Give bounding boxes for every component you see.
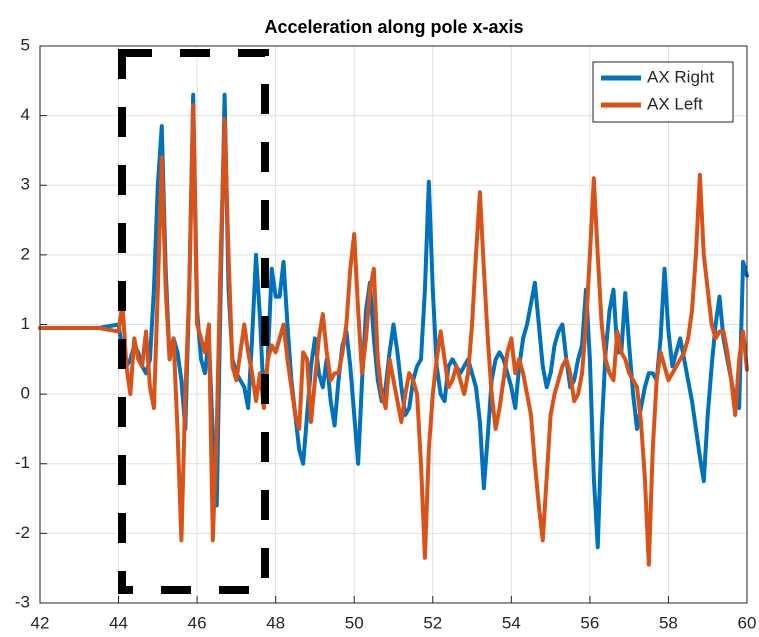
chart-title: Acceleration along pole x-axis (264, 17, 523, 37)
legend: AX Right AX Left (592, 61, 734, 123)
legend-label: AX Right (647, 67, 714, 86)
legend-box (592, 61, 734, 123)
x-tick-label: 52 (423, 613, 442, 632)
y-tick-label: 5 (21, 35, 30, 54)
x-tick-label: 44 (109, 613, 128, 632)
x-tick-label: 46 (188, 613, 207, 632)
ticks: 42 44 46 48 50 52 54 56 58 60 -3 -2 -1 0 1 2 3 4 5 (15, 35, 757, 632)
y-tick-label: -3 (15, 592, 30, 611)
x-tick-label: 42 (31, 613, 50, 632)
lines (38, 92, 749, 567)
y-tick-label: 0 (21, 384, 30, 403)
x-tick-label: 50 (345, 613, 364, 632)
highlight-box (118, 49, 269, 594)
x-tick-label: 48 (266, 613, 285, 632)
y-tick-label: -2 (15, 523, 30, 542)
y-tick-label: 1 (21, 314, 30, 333)
x-tick-label: 58 (659, 613, 678, 632)
x-tick-label: 56 (580, 613, 599, 632)
y-tick-label: -1 (15, 453, 30, 472)
legend-label: AX Left (647, 94, 703, 113)
y-tick-label: 2 (21, 244, 30, 263)
x-tick-label: 54 (502, 613, 521, 632)
series-line (38, 103, 749, 567)
y-tick-label: 3 (21, 175, 30, 194)
y-tick-label: 4 (21, 105, 30, 124)
x-tick-label: 60 (738, 613, 757, 632)
